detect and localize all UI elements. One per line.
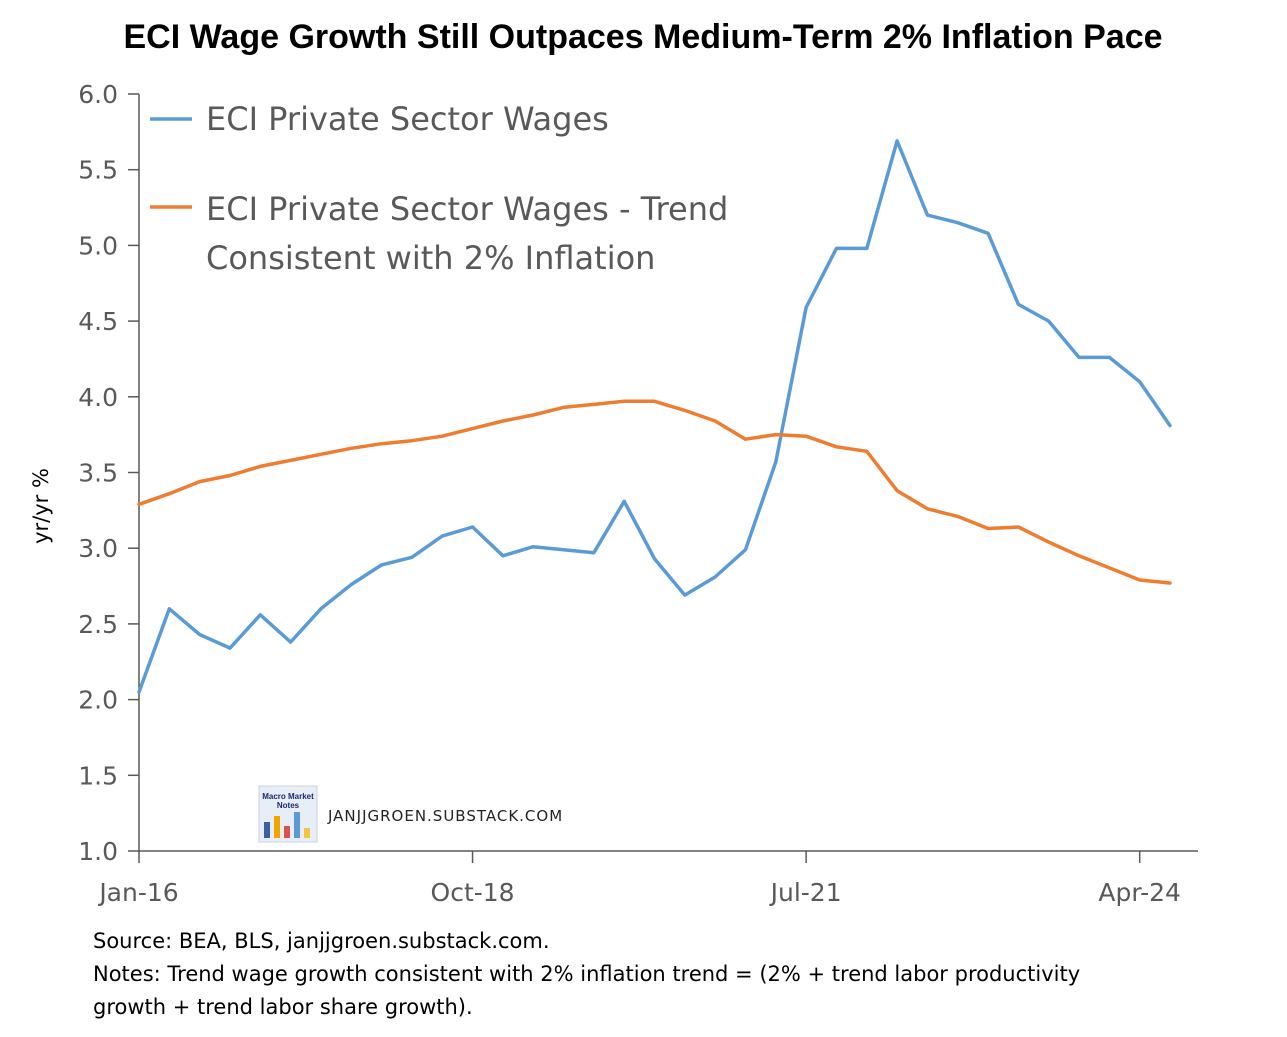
legend-label-trend-line2: Consistent with 2% Inflation xyxy=(206,239,655,277)
legend: ECI Private Sector Wages ECI Private Sec… xyxy=(150,100,728,277)
y-tick-label: 3.5 xyxy=(78,459,118,488)
source-note: Source: BEA, BLS, janjjgroen.substack.co… xyxy=(93,929,550,953)
x-tick-label: Jan-16 xyxy=(97,878,178,907)
y-tick-label: 2.5 xyxy=(78,610,118,639)
x-tick-label: Apr-24 xyxy=(1098,878,1180,907)
y-tick-label: 5.0 xyxy=(78,231,118,260)
y-axis-ticks: 1.0 1.5 2.0 2.5 3.0 3.5 4.0 4.5 5.0 5.5 6.0 xyxy=(78,80,139,866)
svg-text:Macro Market: Macro Market xyxy=(262,792,314,801)
x-tick-label: Jul-21 xyxy=(769,878,842,907)
x-axis-ticks: Jan-16 Oct-18 Jul-21 Apr-24 xyxy=(97,851,1181,907)
chart-title: ECI Wage Growth Still Outpaces Medium-Te… xyxy=(123,18,1162,56)
notes-line-2: growth + trend labor share growth). xyxy=(93,995,473,1019)
y-tick-label: 3.0 xyxy=(78,534,118,563)
legend-label-wages: ECI Private Sector Wages xyxy=(206,100,609,138)
y-tick-label: 4.5 xyxy=(78,307,118,336)
series-line-eci-wages xyxy=(137,139,1172,694)
y-tick-label: 6.0 xyxy=(78,80,118,109)
y-tick-label: 1.0 xyxy=(78,837,118,866)
watermark: Macro Market Notes JANJJGROEN.SUBSTACK.C… xyxy=(258,785,563,843)
y-tick-label: 1.5 xyxy=(78,761,118,790)
y-tick-label: 4.0 xyxy=(78,383,118,412)
svg-text:Notes: Notes xyxy=(277,801,300,810)
series-group xyxy=(137,139,1172,694)
x-tick-label: Oct-18 xyxy=(431,878,515,907)
y-tick-label: 2.0 xyxy=(78,686,118,715)
y-axis-label: yr/yr % xyxy=(29,468,53,544)
y-tick-label: 5.5 xyxy=(78,156,118,185)
series-line-trend-2pct xyxy=(137,399,1172,585)
notes-line-1: Notes: Trend wage growth consistent with… xyxy=(93,962,1080,986)
watermark-logo: Macro Market Notes xyxy=(258,785,318,843)
legend-label-trend-line1: ECI Private Sector Wages - Trend xyxy=(206,190,728,228)
watermark-text: JANJJGROEN.SUBSTACK.COM xyxy=(327,807,563,825)
